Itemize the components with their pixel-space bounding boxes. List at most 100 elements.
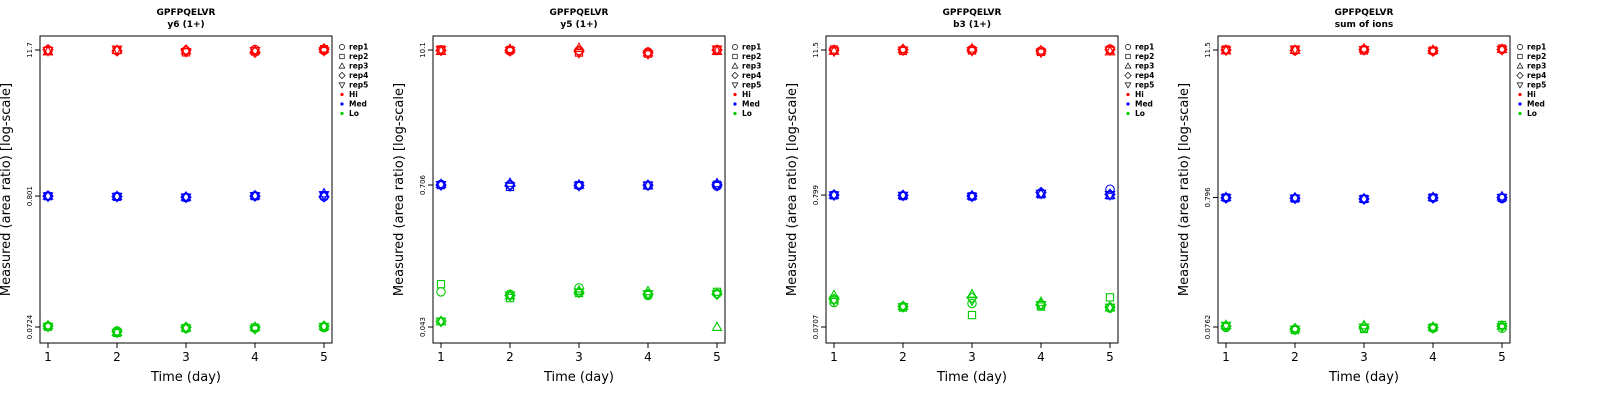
x-axis-label: Time (day) bbox=[150, 370, 221, 385]
data-point bbox=[318, 191, 330, 203]
data-point bbox=[1104, 301, 1116, 312]
legend-marker bbox=[1516, 62, 1524, 69]
data-point bbox=[1220, 191, 1232, 202]
y-axis-label: Measured (area ratio) [log-scale] bbox=[0, 83, 14, 296]
data-point bbox=[111, 326, 123, 336]
data-point bbox=[828, 191, 840, 202]
y-tick-label: 11.5 bbox=[1204, 42, 1212, 58]
x-tick-label: 4 bbox=[1037, 350, 1045, 364]
series-lo bbox=[435, 280, 723, 331]
y-tick-label: 0.0707 bbox=[812, 315, 820, 340]
legend-dot bbox=[1518, 102, 1522, 106]
y-tick-label: 0.801 bbox=[26, 186, 34, 206]
data-point bbox=[180, 47, 192, 58]
chart-panel-4: GPFPQELVR sum of ions 0.0762 0.796 11.5 1 2 3 4 5… bbox=[1177, 8, 1546, 385]
data-point bbox=[180, 321, 192, 332]
data-point bbox=[1289, 191, 1301, 202]
legend-symbol bbox=[731, 82, 739, 89]
legend-label: rep2 bbox=[1135, 52, 1154, 61]
data-point bbox=[249, 321, 261, 331]
data-point bbox=[573, 181, 585, 192]
data-point bbox=[642, 181, 654, 192]
series-lo bbox=[828, 288, 1116, 320]
legend-symbol bbox=[1516, 62, 1524, 69]
x-tick-label: 4 bbox=[644, 350, 652, 364]
data-point bbox=[967, 310, 977, 320]
data-point bbox=[1220, 194, 1232, 205]
legend-label: Lo bbox=[1527, 109, 1537, 118]
data-point bbox=[111, 45, 123, 56]
data-point bbox=[1105, 293, 1115, 302]
series-hi bbox=[42, 42, 330, 59]
legend-label: rep4 bbox=[742, 71, 761, 80]
legend-label: Lo bbox=[742, 109, 752, 118]
x-tick-label: 2 bbox=[899, 350, 907, 364]
legend-marker bbox=[338, 62, 346, 69]
data-point bbox=[1358, 192, 1370, 203]
legend-marker bbox=[731, 71, 739, 80]
data-point bbox=[1289, 194, 1301, 205]
legend-marker bbox=[1124, 82, 1132, 89]
data-point bbox=[1104, 46, 1116, 57]
x-axis-label: Time (day) bbox=[1328, 370, 1399, 385]
x-tick-label: 4 bbox=[1429, 350, 1437, 364]
y-tick-label: 11.5 bbox=[812, 42, 820, 58]
data-point bbox=[1358, 42, 1370, 53]
x-axis-label: Time (day) bbox=[543, 370, 614, 385]
legend-label: rep4 bbox=[1527, 71, 1546, 80]
legend-symbol bbox=[1125, 44, 1131, 50]
data-point bbox=[967, 298, 977, 309]
data-point bbox=[897, 189, 909, 199]
legend-label: rep5 bbox=[742, 81, 761, 90]
legend-label: Hi bbox=[1135, 90, 1144, 99]
legend-symbol bbox=[338, 71, 346, 80]
x-tick-label: 5 bbox=[1498, 350, 1506, 364]
data-point bbox=[504, 289, 516, 300]
data-point bbox=[1358, 46, 1370, 56]
data-point bbox=[1104, 191, 1116, 201]
legend-label: rep3 bbox=[742, 62, 761, 71]
series-med bbox=[42, 187, 330, 204]
x-tick-label: 1 bbox=[830, 350, 838, 364]
data-point bbox=[1289, 325, 1301, 336]
legend-label: rep2 bbox=[349, 52, 368, 61]
legend-label: Hi bbox=[742, 90, 751, 99]
legend-dot bbox=[340, 102, 344, 106]
legend-symbol bbox=[1517, 53, 1523, 60]
data-point bbox=[1035, 44, 1047, 55]
y-tick-label: 0.706 bbox=[419, 174, 427, 195]
x-tick-label: 3 bbox=[1360, 350, 1368, 364]
data-point bbox=[1220, 46, 1232, 57]
legend-dot bbox=[1518, 92, 1522, 97]
x-tick-label: 3 bbox=[575, 350, 583, 364]
data-point bbox=[573, 288, 585, 299]
legend-label: Med bbox=[349, 100, 367, 109]
data-point bbox=[1358, 195, 1370, 206]
data-point bbox=[828, 296, 840, 307]
legend-dot bbox=[1126, 102, 1130, 106]
chart-subtitle: y5 (1+) bbox=[560, 20, 597, 30]
legend-label: rep2 bbox=[1527, 52, 1546, 61]
legend-marker bbox=[338, 71, 346, 80]
y-tick-label: 0.799 bbox=[812, 185, 820, 205]
data-point bbox=[1427, 320, 1439, 331]
data-point bbox=[1035, 301, 1047, 311]
data-point bbox=[1035, 48, 1047, 59]
legend-dot bbox=[733, 102, 737, 106]
data-point bbox=[42, 189, 54, 200]
data-point bbox=[828, 289, 840, 300]
legend-symbol bbox=[732, 44, 738, 50]
legend-label: Hi bbox=[1527, 90, 1536, 99]
data-point bbox=[318, 322, 330, 333]
data-point bbox=[436, 280, 446, 289]
data-point bbox=[180, 44, 192, 55]
data-point bbox=[249, 189, 261, 200]
data-point bbox=[436, 287, 446, 297]
data-point bbox=[1358, 323, 1370, 334]
data-point bbox=[573, 42, 585, 52]
data-point bbox=[435, 317, 447, 328]
plot-frame bbox=[39, 35, 333, 344]
chart-panel-3: GPFPQELVR b3 (1+) 0.0707 0.799 11.5 1 2 3 4 5 Time… bbox=[785, 8, 1154, 385]
